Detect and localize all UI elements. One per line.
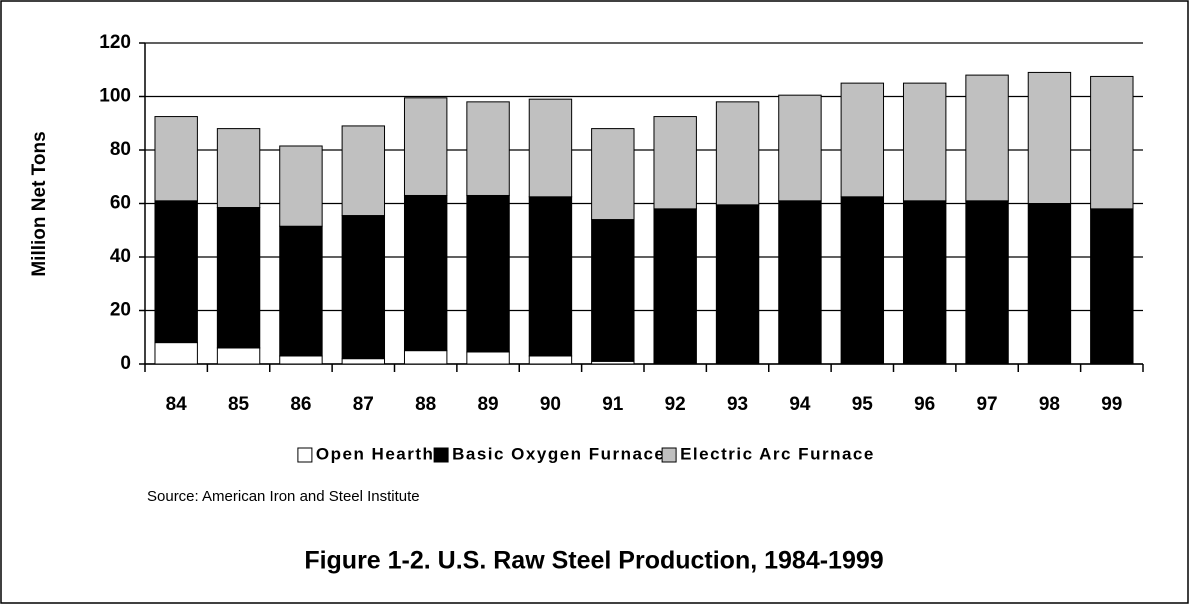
y-tick-label: 80 [110, 139, 131, 160]
x-tick-label: 84 [166, 394, 188, 415]
y-axis-label: Million Net Tons [29, 131, 50, 276]
bar-segment [466, 194, 510, 353]
legend-label: Electric Arc Furnace [680, 444, 875, 463]
bar-segment [216, 128, 261, 209]
legend-swatch [297, 447, 313, 463]
bar-segment [528, 196, 573, 357]
bar-segment [279, 355, 323, 365]
x-tick-label: 97 [976, 394, 997, 415]
bar-segment [840, 196, 885, 365]
bar-segment [965, 74, 1009, 202]
source-note: Source: American Iron and Steel Institut… [147, 488, 420, 505]
y-tick-label: 0 [120, 353, 131, 374]
bar-segment [154, 342, 198, 365]
bar-segment [279, 145, 323, 227]
y-tick-label: 60 [110, 193, 131, 214]
bar-segment [1027, 203, 1072, 365]
bar-segment [466, 351, 510, 365]
x-tick-label: 90 [540, 394, 561, 415]
bar-segment [216, 207, 261, 349]
bar-segment [1090, 75, 1134, 210]
bar-segment [341, 358, 386, 365]
x-tick-label: 98 [1039, 394, 1060, 415]
bar-segment [591, 128, 635, 221]
bar-segment [715, 101, 760, 206]
bar-segment [154, 116, 198, 202]
x-tick-label: 89 [477, 394, 498, 415]
x-tick-label: 85 [228, 394, 250, 415]
x-tick-label: 99 [1101, 394, 1122, 415]
bar-segment [216, 347, 261, 365]
bar-segment [403, 350, 448, 365]
bar-segment [528, 355, 573, 365]
bar-segment [778, 94, 822, 202]
chart-title: Figure 1-2. U.S. Raw Steel Production, 1… [304, 547, 883, 575]
y-tick-label: 100 [99, 86, 131, 107]
x-tick-label: 87 [353, 394, 374, 415]
bar-segment [154, 200, 198, 344]
bar-segment [403, 97, 448, 196]
y-tick-label: 120 [99, 32, 131, 53]
bar-segment [653, 116, 697, 210]
legend-swatch [433, 447, 449, 463]
bar-segment [840, 82, 885, 198]
bar-segment [902, 200, 947, 365]
bar-segment [341, 125, 386, 217]
bar-segment [279, 225, 323, 357]
bar-segment [1027, 71, 1072, 204]
x-tick-label: 95 [852, 394, 874, 415]
x-tick-label: 86 [290, 394, 311, 415]
bar-segment [902, 82, 947, 202]
bar-segment [653, 208, 697, 365]
y-tick-label: 40 [110, 246, 131, 267]
legend-label: Basic Oxygen Furnace [452, 444, 665, 463]
bar-segment [778, 200, 822, 365]
bar-segment [341, 215, 386, 360]
x-tick-label: 96 [914, 394, 935, 415]
bar-segment [466, 101, 510, 196]
bar-segment [715, 204, 760, 365]
bar-segment [591, 219, 635, 362]
x-tick-label: 88 [415, 394, 436, 415]
bar-segment [528, 98, 573, 198]
y-tick-label: 20 [110, 300, 131, 321]
x-tick-label: 92 [665, 394, 686, 415]
legend-label: Open Hearth [316, 444, 435, 463]
x-tick-label: 91 [602, 394, 624, 415]
bar-segment [403, 194, 448, 352]
x-tick-label: 94 [789, 394, 811, 415]
bar-segment [965, 200, 1009, 365]
bar-segment [1090, 208, 1134, 365]
legend-swatch [661, 447, 677, 463]
x-tick-label: 93 [727, 394, 748, 415]
